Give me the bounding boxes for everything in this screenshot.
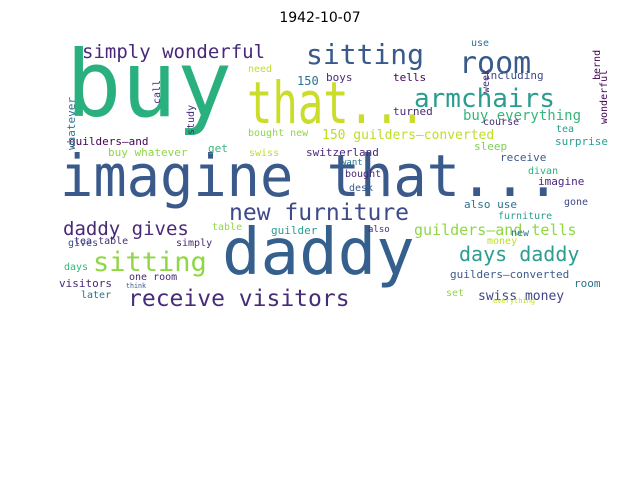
word-cloud-word: also xyxy=(368,225,390,235)
word-cloud-word: simply wonderful xyxy=(82,41,265,63)
word-cloud-word: desk xyxy=(349,183,373,194)
word-cloud-word: days daddy xyxy=(459,242,579,266)
word-cloud-word: new xyxy=(511,228,530,239)
word-cloud-word: everything xyxy=(493,297,535,305)
word-cloud-word: divan xyxy=(528,166,558,177)
word-cloud-word: imagine xyxy=(538,175,584,188)
word-cloud-word: sleep xyxy=(474,140,507,153)
word-cloud-word: one room xyxy=(129,272,177,283)
word-cloud-word: daddy xyxy=(222,216,415,290)
word-cloud-word: guilders—and tells xyxy=(414,221,577,239)
word-cloud-word: daddy gives xyxy=(63,218,189,240)
word-cloud-word: gives xyxy=(68,238,98,249)
word-cloud-word: swiss money xyxy=(478,289,564,304)
word-cloud-word: tells xyxy=(393,71,426,84)
word-cloud-word: also use xyxy=(464,198,517,211)
word-cloud-word: need xyxy=(248,64,272,75)
word-cloud-word: bought new xyxy=(248,128,309,139)
word-cloud-word: later xyxy=(81,290,111,301)
word-cloud-word: receive xyxy=(500,151,546,164)
chart-title: 1942-10-07 xyxy=(279,10,361,26)
word-cloud-word: including xyxy=(484,69,544,82)
word-cloud-word: sitting xyxy=(93,247,207,278)
word-cloud-word: 150 guilders—converted xyxy=(322,128,494,143)
word-cloud-word: bought xyxy=(345,169,381,180)
word-cloud-word: buy xyxy=(66,31,232,138)
word-cloud-word: call xyxy=(152,80,163,104)
word-cloud-word: bernd xyxy=(592,50,603,80)
word-cloud-word: room xyxy=(574,277,601,290)
word-cloud-word: armchairs xyxy=(414,84,555,114)
word-cloud-word: get xyxy=(208,142,228,155)
word-cloud-word: set xyxy=(446,288,464,299)
word-cloud-word: surprise xyxy=(555,135,608,148)
word-cloud-word: sitting xyxy=(306,38,424,71)
word-cloud-word: wonderful xyxy=(599,70,610,124)
word-cloud-word: buy everything xyxy=(463,108,581,124)
word-cloud-word: days xyxy=(64,262,88,273)
word-cloud-word: swiss xyxy=(249,148,279,159)
word-cloud-word: room xyxy=(459,46,531,81)
word-cloud-word: money xyxy=(487,236,517,247)
word-cloud-word: switzerland xyxy=(306,146,379,159)
word-cloud-word: gone xyxy=(564,197,588,208)
word-cloud-word: tea table xyxy=(74,236,128,247)
word-cloud-word: turned xyxy=(393,105,433,118)
word-cloud-word: new furniture xyxy=(229,200,409,226)
word-cloud-word: furniture xyxy=(498,211,552,222)
word-cloud-word: think xyxy=(126,282,147,290)
word-cloud-word: 150 xyxy=(297,74,319,88)
word-cloud-word: buy whatever xyxy=(108,146,188,159)
word-cloud-word: guilder xyxy=(271,224,318,237)
word-cloud-word: course xyxy=(483,117,519,128)
word-cloud-word: whatever xyxy=(65,97,78,150)
word-cloud-word: tea xyxy=(556,124,574,135)
word-cloud-word: receive visitors xyxy=(128,286,350,312)
word-cloud-word: simply xyxy=(176,238,212,249)
word-cloud-word: guilders—converted xyxy=(450,268,569,281)
word-cloud-word: use xyxy=(471,38,489,49)
word-cloud-word: study xyxy=(186,105,197,135)
word-cloud-word: boys xyxy=(326,71,353,84)
word-cloud-word: imagine that... xyxy=(60,142,560,210)
word-cloud-word: want xyxy=(341,158,363,168)
word-cloud-word: guilders—and xyxy=(69,135,148,148)
word-cloud-word: visitors xyxy=(59,277,112,290)
word-cloud-word: that... xyxy=(247,69,425,137)
word-cloud-word: table xyxy=(212,222,242,233)
word-cloud-word: week xyxy=(481,69,492,93)
